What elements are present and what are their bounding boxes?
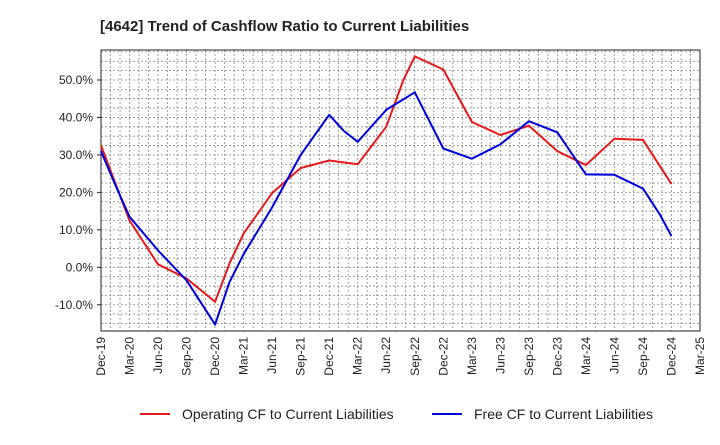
x-tick-label: Jun-22: [379, 337, 393, 374]
x-tick-label: Dec-24: [664, 337, 678, 376]
y-tick-label: 30.0%: [59, 148, 93, 162]
x-tick-label: Dec-20: [208, 337, 222, 376]
x-tick-label: Mar-22: [351, 337, 365, 375]
x-tick-label: Dec-22: [436, 337, 450, 376]
grid-lines: [101, 50, 700, 331]
series-lines: [100, 55, 673, 326]
x-tick-label: Sep-22: [408, 337, 422, 376]
x-tick-label: Sep-20: [180, 337, 194, 376]
series-line-operating-cf: [100, 55, 673, 303]
series-line-free-cf: [100, 91, 673, 326]
x-tick-label: Jun-21: [265, 337, 279, 374]
x-tick-label: Dec-19: [94, 337, 108, 376]
x-tick-label: Jun-24: [607, 337, 621, 374]
x-tick-label: Dec-23: [550, 337, 564, 376]
plot-area-frame: [100, 49, 701, 332]
legend: Operating CF to Current Liabilities Free…: [140, 406, 653, 422]
x-tick-label: Mar-23: [465, 337, 479, 375]
x-tick-label: Sep-21: [294, 337, 308, 376]
x-tick-label: Mar-24: [579, 337, 593, 375]
y-tick-label: 50.0%: [59, 73, 93, 87]
legend-label-operating-cf: Operating CF to Current Liabilities: [182, 406, 394, 422]
legend-label-free-cf: Free CF to Current Liabilities: [474, 406, 653, 422]
y-tick-label: 0.0%: [66, 260, 94, 274]
y-axis-tick-labels: -10.0% 0.0% 10.0% 20.0% 30.0% 40.0% 50.0%: [55, 73, 101, 312]
y-tick-label: 20.0%: [59, 185, 93, 199]
x-tick-label: Jun-20: [151, 337, 165, 374]
y-tick-label: 40.0%: [59, 110, 93, 124]
x-axis-tick-labels: Dec-19 Mar-20 Jun-20 Sep-20 Dec-20 Mar-21 Jun-…: [94, 337, 707, 376]
x-tick-label: Dec-21: [322, 337, 336, 376]
y-tick-label: -10.0%: [55, 298, 93, 312]
x-tick-label: Mar-20: [123, 337, 137, 375]
x-tick-label: Mar-25: [693, 337, 707, 375]
chart-title: [4642] Trend of Cashflow Ratio to Curren…: [100, 18, 469, 35]
x-tick-label: Jun-23: [493, 337, 507, 374]
y-tick-label: 10.0%: [59, 223, 93, 237]
x-tick-label: Sep-23: [522, 337, 536, 376]
x-tick-label: Sep-24: [636, 337, 650, 376]
x-tick-label: Mar-21: [237, 337, 251, 375]
